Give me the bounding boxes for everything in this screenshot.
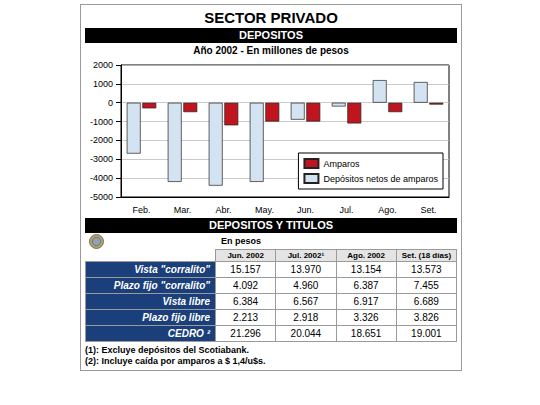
- html-text:En pesos: En pesos: [221, 236, 261, 246]
- html-text:Año 2002 - En millones de peso: Año 2002 - En millones de pesos: [193, 45, 349, 56]
- html-text:DEPOSITOS: DEPOSITOS: [239, 29, 303, 41]
- html-text:6.387: 6.387: [353, 280, 379, 291]
- html-text:21.296: 21.296: [230, 328, 261, 339]
- html-text:2.918: 2.918: [293, 312, 319, 323]
- svg-text:May.: May.: [255, 205, 274, 215]
- html-text:Vista "corralito": Vista "corralito": [134, 264, 210, 275]
- svg-text:Ago.: Ago.: [378, 205, 397, 215]
- svg-text:2000: 2000: [93, 60, 113, 70]
- svg-text:Feb.: Feb.: [132, 205, 150, 215]
- html-text:19.001: 19.001: [411, 328, 442, 339]
- html-text:13.154: 13.154: [350, 264, 382, 275]
- html-text:SECTOR PRIVADO: SECTOR PRIVADO: [204, 9, 338, 26]
- html-text:Ago. 2002: Ago. 2002: [347, 251, 385, 260]
- svg-text:1000: 1000: [93, 79, 113, 89]
- html-text:Jun. 2002: Jun. 2002: [227, 251, 264, 260]
- svg-text:Jul.: Jul.: [339, 205, 353, 215]
- html-text:7.455: 7.455: [413, 280, 439, 291]
- html-text:Plazo fijo "corralito": Plazo fijo "corralito": [113, 280, 210, 291]
- html-text:DEPOSITOS Y TITULOS: DEPOSITOS Y TITULOS: [209, 219, 333, 231]
- html-text:2.213: 2.213: [233, 312, 259, 323]
- svg-text:Depósitos netos de amparos: Depósitos netos de amparos: [323, 174, 438, 184]
- svg-text:Set.: Set.: [420, 205, 436, 215]
- svg-text:-1000: -1000: [90, 117, 113, 127]
- html-text:15.157: 15.157: [230, 264, 261, 275]
- html-text:(2): Incluye caída por amparos: (2): Incluye caída por amparos a $ 1,4/u…: [85, 356, 266, 366]
- svg-text:-3000: -3000: [90, 154, 113, 164]
- svg-text:Mar.: Mar.: [174, 205, 192, 215]
- html-text:4.092: 4.092: [233, 280, 259, 291]
- html-text:13.573: 13.573: [411, 264, 442, 275]
- html-text:Vista libre: Vista libre: [162, 296, 210, 307]
- html-text:6.689: 6.689: [413, 296, 439, 307]
- html-text:Set. (18 días): Set. (18 días): [401, 251, 451, 260]
- html-text:18.651: 18.651: [350, 328, 382, 339]
- svg-text:-4000: -4000: [90, 173, 113, 183]
- svg-text:Amparos: Amparos: [323, 159, 360, 169]
- html-text:Plazo fijo libre: Plazo fijo libre: [142, 312, 210, 323]
- html-text:(1): Excluye depósitos del Sco: (1): Excluye depósitos del Scotiabank.: [85, 345, 249, 355]
- html-text:6.384: 6.384: [233, 296, 259, 307]
- html-text:3.826: 3.826: [413, 312, 439, 323]
- html-text:13.970: 13.970: [290, 264, 322, 275]
- svg-text:0: 0: [108, 98, 113, 108]
- html-text:3.326: 3.326: [353, 312, 379, 323]
- html-text:4.960: 4.960: [293, 280, 319, 291]
- svg-text:-2000: -2000: [90, 135, 113, 145]
- html-text:CEDRO ²: CEDRO ²: [167, 328, 210, 339]
- html-text:Jul. 2002¹: Jul. 2002¹: [287, 251, 325, 260]
- svg-text:-5000: -5000: [90, 192, 113, 202]
- html-text:6.917: 6.917: [353, 296, 379, 307]
- html-text:6.567: 6.567: [293, 296, 319, 307]
- svg-text:Abr.: Abr.: [215, 205, 231, 215]
- html-text:20.044: 20.044: [290, 328, 322, 339]
- svg-text:Jun.: Jun.: [297, 205, 314, 215]
